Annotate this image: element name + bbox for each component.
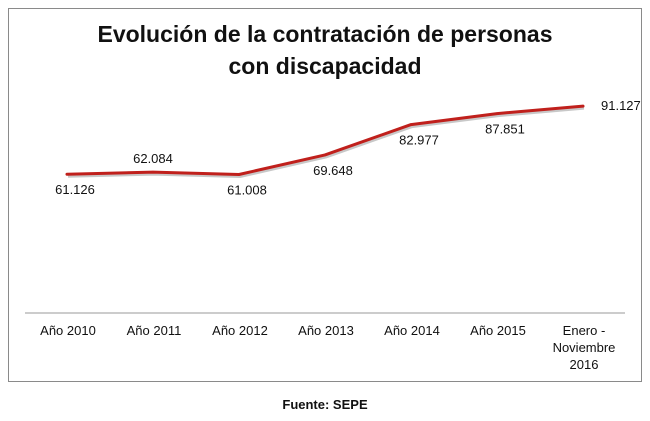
- series-layer: [65, 104, 585, 178]
- x-tick-label-6-line-1: Año 2015: [470, 323, 526, 338]
- x-tick-label-5-line-1: Año 2014: [384, 323, 440, 338]
- data-point-4: [323, 153, 327, 157]
- x-tick-label-3-line-1: Año 2012: [212, 323, 268, 338]
- x-tick-label-1-line-1: Año 2010: [40, 323, 96, 338]
- data-label-5: 82.977: [399, 133, 439, 148]
- x-tick-labels-layer: Año 2010 Año 2011 Año 2012 Año 2013 Año 2014…: [40, 323, 615, 372]
- series-line-shadow: [67, 106, 585, 178]
- data-label-7: 91.127: [601, 98, 641, 113]
- chart-frame: [8, 8, 642, 382]
- x-tick-label-3: Año 2012: [212, 323, 268, 338]
- data-point-6: [495, 112, 499, 115]
- x-tick-label-7-line-3: 2016: [570, 357, 599, 372]
- data-label-6: 87.851: [485, 122, 525, 137]
- data-label-4: 69.648: [313, 163, 353, 178]
- x-tick-label-6: Año 2015: [470, 323, 526, 338]
- data-label-1: 61.126: [55, 182, 95, 197]
- chart-title-line-1: Evolución de la contratación de personas: [97, 21, 553, 47]
- x-tick-label-5: Año 2014: [384, 323, 440, 338]
- data-point-2: [151, 170, 155, 174]
- x-tick-label-7-line-2: Noviembre: [553, 340, 616, 355]
- data-point-7: [581, 104, 585, 108]
- chart-title: Evolución de la contratación de personas…: [0, 18, 650, 82]
- data-point-3: [237, 173, 241, 176]
- x-tick-label-2: Año 2011: [127, 323, 182, 338]
- x-tick-label-7: Enero - Noviembre 2016: [553, 323, 616, 372]
- x-tick-label-1: Año 2010: [40, 323, 96, 338]
- chart-title-line-2: con discapacidad: [228, 53, 422, 79]
- source-note: Fuente: SEPE: [282, 397, 368, 412]
- x-tick-label-2-line-1: Año 2011: [127, 323, 182, 338]
- x-tick-label-7-line-1: Enero -: [563, 323, 606, 338]
- data-label-2: 62.084: [133, 151, 173, 166]
- data-point-5: [409, 123, 413, 126]
- data-point-1: [65, 173, 69, 176]
- data-label-3: 61.008: [227, 183, 267, 198]
- x-tick-label-4-line-1: Año 2013: [298, 323, 354, 338]
- x-tick-label-4: Año 2013: [298, 323, 354, 338]
- data-labels-layer: 61.126 62.084 61.008 69.648 82.977 87.851 91.1…: [55, 98, 641, 197]
